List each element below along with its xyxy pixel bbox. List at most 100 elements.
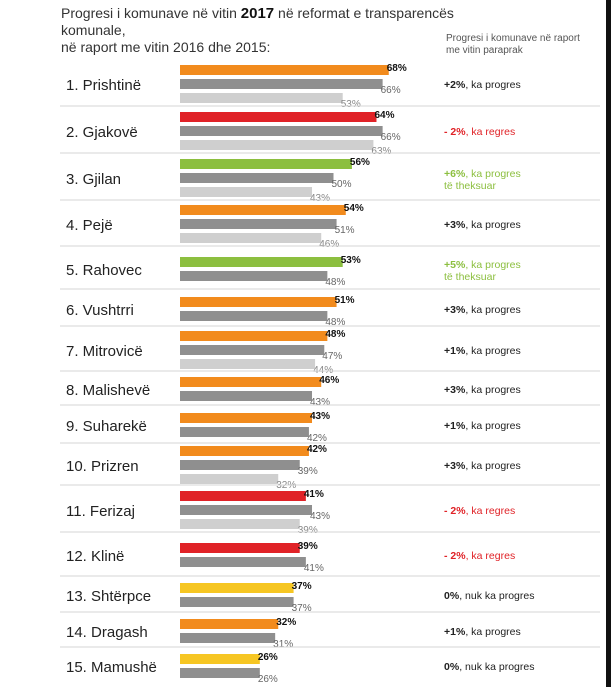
change-text: , ka progres xyxy=(465,345,520,357)
value-label: 43% xyxy=(310,511,330,522)
change-annotation: 0%, nuk ka progres xyxy=(444,590,534,602)
value-label: 41% xyxy=(304,489,324,500)
bar-2016 xyxy=(180,391,313,401)
value-label: 46% xyxy=(319,375,339,386)
bar-2017 xyxy=(180,654,260,664)
value-label: 51% xyxy=(335,225,355,236)
value-label: 53% xyxy=(341,255,361,266)
municipality-label: 11. Ferizaj xyxy=(66,503,135,520)
change-annotation: - 2%, ka regres xyxy=(444,505,515,517)
change-text: , ka progres xyxy=(465,420,520,432)
bar-2017 xyxy=(180,331,328,341)
change-value: +1% xyxy=(444,345,466,357)
municipality-label: 1. Prishtinë xyxy=(66,77,141,94)
value-label: 48% xyxy=(325,329,345,340)
bar-2015 xyxy=(180,93,343,103)
change-text: , ka progres xyxy=(465,304,520,316)
title-year: 2017 xyxy=(240,5,275,22)
bar-2017 xyxy=(180,159,352,169)
bar-2016 xyxy=(180,345,325,355)
change-value: +3% xyxy=(444,384,466,396)
bar-2016 xyxy=(180,173,334,183)
value-label: 48% xyxy=(325,277,345,288)
municipality-label: 7. Mitrovicë xyxy=(66,343,143,360)
value-label: 56% xyxy=(350,157,370,168)
change-annotation: +3%, ka progres xyxy=(444,304,521,316)
change-text-line2: të theksuar xyxy=(444,180,496,192)
change-text: , nuk ka progres xyxy=(459,590,534,602)
change-annotation: +1%, ka progres xyxy=(444,626,521,638)
value-label: 31% xyxy=(273,639,293,650)
change-annotation: - 2%, ka regres xyxy=(444,550,515,562)
bar-2015 xyxy=(180,233,322,243)
change-text: , ka progres xyxy=(465,259,520,271)
change-text: , ka progres xyxy=(465,168,520,180)
municipality-label: 6. Vushtrri xyxy=(66,302,134,319)
title-line2: në raport me vitin 2016 dhe 2015: xyxy=(61,39,271,55)
change-text: , ka regres xyxy=(466,550,516,562)
change-value: - 2% xyxy=(444,126,466,138)
change-annotation: +6%, ka progres xyxy=(444,168,521,180)
change-annotation: 0%, nuk ka progres xyxy=(444,661,534,673)
municipality-label: 15. Mamushë xyxy=(66,659,157,676)
bar-2017 xyxy=(180,619,279,629)
value-label: 51% xyxy=(335,295,355,306)
value-label: 48% xyxy=(325,317,345,328)
bar-2016 xyxy=(180,219,337,229)
value-label: 26% xyxy=(258,652,278,663)
change-text: , ka regres xyxy=(466,126,516,138)
change-value: 0% xyxy=(444,590,460,602)
municipality-label: 3. Gjilan xyxy=(66,171,121,188)
change-value: - 2% xyxy=(444,505,466,517)
change-annotation: +3%, ka progres xyxy=(444,460,521,472)
change-annotation: +3%, ka progres xyxy=(444,384,521,396)
bar-2016 xyxy=(180,633,276,643)
municipality-label: 13. Shtërpce xyxy=(66,588,151,605)
change-value: +6% xyxy=(444,168,466,180)
value-label: 43% xyxy=(310,411,330,422)
value-label: 53% xyxy=(341,99,361,110)
value-label: 42% xyxy=(307,444,327,455)
bar-2017 xyxy=(180,257,343,267)
municipality-label: 8. Malishevë xyxy=(66,382,150,399)
change-text: , ka progres xyxy=(465,384,520,396)
value-label: 63% xyxy=(371,146,391,157)
value-label: 64% xyxy=(374,110,394,121)
change-annotation: +1%, ka progres xyxy=(444,420,521,432)
bar-2017 xyxy=(180,583,294,593)
change-annotation: +3%, ka progres xyxy=(444,219,521,231)
municipality-label: 2. Gjakovë xyxy=(66,124,138,141)
change-annotation: +2%, ka progres xyxy=(444,79,521,91)
bar-2015 xyxy=(180,519,300,529)
value-label: 50% xyxy=(332,179,352,190)
bar-2015 xyxy=(180,187,313,197)
municipality-label: 14. Dragash xyxy=(66,624,148,641)
right-border xyxy=(606,0,611,687)
bar-2017 xyxy=(180,65,389,75)
bar-2015 xyxy=(180,359,316,369)
value-label: 68% xyxy=(387,63,407,74)
value-label: 26% xyxy=(258,674,278,685)
change-annotation: +5%, ka progres xyxy=(444,259,521,271)
value-label: 47% xyxy=(322,351,342,362)
bar-2017 xyxy=(180,297,337,307)
change-value: +1% xyxy=(444,420,466,432)
bar-2016 xyxy=(180,668,260,678)
change-value: +5% xyxy=(444,259,466,271)
value-label: 54% xyxy=(344,203,364,214)
change-text: , ka regres xyxy=(466,505,516,517)
value-label: 41% xyxy=(304,563,324,574)
change-value: +3% xyxy=(444,219,466,231)
change-value: +1% xyxy=(444,626,466,638)
bar-2016 xyxy=(180,505,313,515)
value-label: 46% xyxy=(319,239,339,250)
bar-2016 xyxy=(180,597,294,607)
bar-2017 xyxy=(180,491,306,501)
bar-2016 xyxy=(180,460,300,470)
bar-2016 xyxy=(180,557,306,567)
bar-2016 xyxy=(180,311,328,321)
value-label: 39% xyxy=(298,541,318,552)
value-label: 37% xyxy=(292,603,312,614)
bar-2015 xyxy=(180,474,279,484)
